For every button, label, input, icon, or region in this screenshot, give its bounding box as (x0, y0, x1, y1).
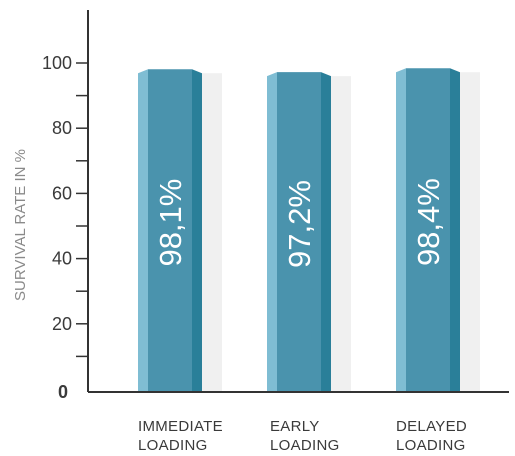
bar-front-face (148, 69, 192, 392)
bar-left-face (267, 72, 277, 393)
category-label-line1: DELAYED (396, 418, 467, 435)
bar-shadow (458, 72, 480, 392)
y-tick-label: 80 (52, 118, 72, 138)
bar-right-face (321, 72, 331, 393)
y-tick-label: 20 (52, 314, 72, 334)
category-label-line2: LOADING (396, 437, 466, 454)
y-ticks (76, 62, 88, 358)
y-tick-label: 40 (52, 249, 72, 269)
y-tick-label: 100 (42, 53, 72, 73)
bars (138, 68, 460, 393)
y-tick-label: 60 (52, 183, 72, 203)
bar-right-face (450, 68, 460, 392)
bar (396, 68, 460, 392)
bar-left-face (396, 68, 406, 392)
bar (138, 69, 202, 392)
bar-right-face (192, 69, 202, 392)
bar-shadows (200, 72, 480, 393)
bar-value-label: 98,1% (153, 179, 188, 267)
bar-left-face (138, 69, 148, 392)
bar-shadow (329, 76, 351, 393)
category-label-line2: LOADING (138, 437, 208, 454)
y-tick-label: 0 (58, 382, 68, 402)
y-axis-label: SURVIVAL RATE IN % (12, 149, 29, 301)
category-label-line1: IMMEDIATE (138, 418, 223, 435)
category-label-line1: EARLY (270, 418, 320, 435)
bar-value-label: 98,4% (411, 178, 446, 266)
y-tick-labels: 0 20 40 60 80 100 (42, 53, 72, 402)
bar-front-face (277, 72, 321, 393)
bar-shadow (200, 73, 222, 392)
category-label-line2: LOADING (270, 437, 340, 454)
bar-value-label: 97,2% (282, 180, 317, 268)
data-labels: 98,1% 97,2% 98,4% (153, 178, 446, 268)
bar (267, 72, 331, 393)
axes (87, 10, 509, 393)
category-labels: IMMEDIATE LOADING EARLY LOADING DELAYED LOADI… (138, 418, 467, 454)
bar-front-face (406, 68, 450, 392)
